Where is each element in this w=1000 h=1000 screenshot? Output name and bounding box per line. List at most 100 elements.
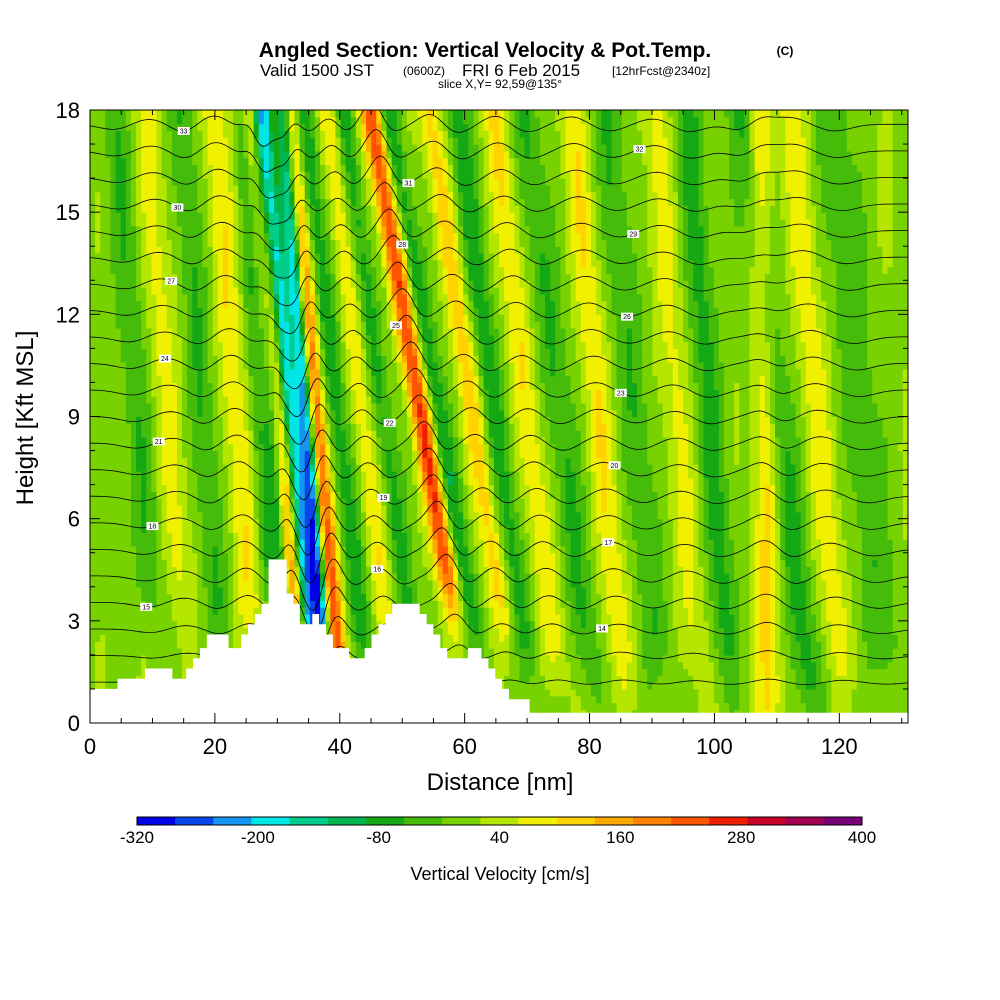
velocity-cell	[187, 627, 193, 636]
velocity-cell	[187, 607, 193, 615]
velocity-cell	[856, 573, 863, 581]
velocity-cell	[667, 668, 674, 676]
velocity-cell	[575, 675, 582, 683]
velocity-cell	[805, 566, 812, 574]
velocity-cell	[734, 702, 740, 710]
velocity-cell	[187, 600, 193, 608]
velocity-cell	[637, 532, 643, 540]
velocity-cell	[345, 641, 352, 649]
velocity-cell	[693, 682, 699, 690]
velocity-cell	[90, 648, 96, 656]
velocity-cell	[125, 586, 132, 595]
velocity-cell	[647, 532, 653, 540]
velocity-cell	[268, 545, 275, 554]
velocity-cell	[785, 552, 792, 561]
velocity-cell	[166, 614, 173, 622]
velocity-cell	[657, 539, 664, 547]
velocity-cell	[810, 661, 817, 670]
velocity-cell	[902, 627, 908, 636]
velocity-cell	[826, 641, 832, 649]
velocity-cell	[539, 702, 546, 710]
velocity-cell	[877, 661, 884, 670]
velocity-cell	[417, 518, 423, 527]
velocity-cell	[621, 511, 628, 520]
velocity-cell	[688, 559, 694, 567]
velocity-cell	[171, 668, 178, 676]
velocity-cell	[800, 688, 807, 697]
velocity-cell	[754, 579, 761, 588]
velocity-cell	[667, 648, 674, 656]
velocity-cell	[591, 627, 597, 636]
velocity-cell	[212, 511, 219, 520]
velocity-cell	[693, 641, 699, 649]
velocity-cell	[202, 505, 209, 513]
velocity-cell	[616, 525, 623, 533]
velocity-cell	[222, 607, 229, 615]
velocity-cell	[509, 518, 515, 527]
velocity-cell	[447, 511, 454, 520]
velocity-cell	[130, 559, 137, 567]
velocity-cell	[631, 702, 638, 710]
velocity-cell	[284, 559, 290, 567]
velocity-cell	[821, 682, 827, 690]
velocity-cell	[642, 688, 648, 697]
velocity-cell	[243, 559, 250, 567]
velocity-cell	[509, 648, 515, 656]
velocity-cell	[841, 682, 848, 690]
velocity-cell	[764, 539, 771, 547]
velocity-cell	[861, 600, 868, 608]
velocity-cell	[718, 668, 725, 676]
velocity-cell	[560, 688, 567, 697]
velocity-cell	[626, 620, 633, 629]
velocity-cell	[550, 634, 556, 642]
velocity-cell	[637, 566, 643, 574]
velocity-cell	[366, 525, 372, 533]
velocity-cell	[570, 702, 577, 710]
velocity-cell	[693, 559, 699, 567]
velocity-cell	[151, 641, 158, 649]
velocity-cell	[539, 607, 546, 615]
velocity-cell	[642, 620, 648, 629]
velocity-cell	[723, 682, 730, 690]
velocity-cell	[596, 702, 602, 710]
velocity-cell	[504, 579, 510, 588]
velocity-cell	[626, 586, 633, 595]
velocity-cell	[452, 641, 459, 649]
velocity-cell	[642, 654, 648, 663]
velocity-cell	[754, 614, 761, 622]
velocity-cell	[176, 505, 183, 513]
velocity-cell	[810, 648, 817, 656]
velocity-cell	[841, 641, 848, 649]
velocity-cell	[473, 620, 480, 629]
velocity-cell	[591, 648, 597, 656]
velocity-cell	[539, 634, 546, 642]
velocity-cell	[621, 579, 628, 588]
velocity-cell	[166, 559, 173, 567]
velocity-cell	[233, 545, 239, 554]
velocity-cell	[192, 586, 198, 595]
velocity-cell	[176, 661, 183, 670]
velocity-cell	[529, 702, 536, 710]
velocity-cell	[166, 566, 173, 574]
velocity-cell	[406, 518, 413, 527]
velocity-cell	[677, 634, 684, 642]
velocity-cell	[723, 579, 730, 588]
velocity-cell	[539, 620, 546, 629]
velocity-cell	[110, 539, 117, 547]
velocity-cell	[769, 552, 776, 561]
velocity-cell	[233, 634, 239, 642]
velocity-cell	[642, 566, 648, 574]
velocity-cell	[795, 545, 802, 554]
velocity-cell	[769, 620, 776, 629]
velocity-cell	[606, 552, 613, 561]
velocity-cell	[504, 545, 510, 554]
velocity-cell	[483, 607, 490, 615]
velocity-cell	[708, 539, 715, 547]
velocity-cell	[268, 532, 275, 540]
velocity-cell	[805, 532, 812, 540]
velocity-cell	[672, 641, 679, 649]
velocity-cell	[805, 641, 812, 649]
velocity-cell	[672, 654, 679, 663]
velocity-cell	[325, 511, 331, 520]
velocity-cell	[800, 648, 807, 656]
